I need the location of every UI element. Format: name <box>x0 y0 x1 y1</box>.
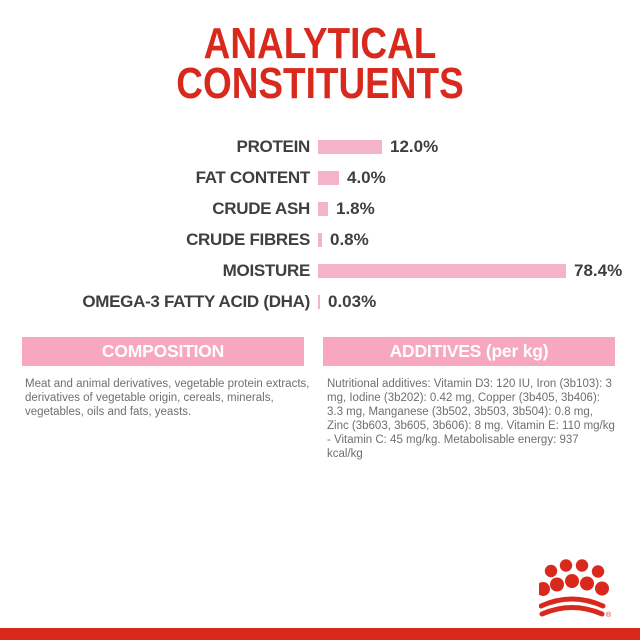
chart-value-label: 78.4% <box>574 260 623 280</box>
registered-mark: ® <box>606 611 612 619</box>
royal-canin-crown-icon: ® <box>539 559 612 619</box>
chart-bar <box>318 294 320 309</box>
chart-row-label: FAT CONTENT <box>195 167 311 187</box>
composition-body: Meat and animal derivatives, vegetable p… <box>25 378 310 418</box>
chart-value-label: 1.8% <box>336 198 375 218</box>
chart-row-label: MOISTURE <box>222 260 311 280</box>
page-title-line1: ANALYTICAL <box>203 19 437 68</box>
page-title: ANALYTICAL CONSTITUENTS <box>0 19 640 108</box>
bottom-red-bar <box>0 628 640 640</box>
chart-row: PROTEIN 12.0% <box>0 131 640 162</box>
chart-row: MOISTURE 78.4% <box>0 255 640 286</box>
chart-row-label: CRUDE ASH <box>212 198 310 218</box>
chart-row: CRUDE ASH 1.8% <box>0 193 640 224</box>
chart-bar <box>318 139 382 154</box>
chart-row: OMEGA-3 FATTY ACID (DHA) 0.03% <box>0 286 640 317</box>
chart-bar <box>318 170 339 185</box>
chart-row-label: OMEGA-3 FATTY ACID (DHA) <box>82 291 310 311</box>
additives-header: ADDITIVES (per kg) <box>323 337 615 366</box>
chart-bar <box>318 201 328 216</box>
chart-bar <box>318 232 322 247</box>
chart-row-label: PROTEIN <box>236 136 311 156</box>
additives-body: Nutritional additives: Vitamin D3: 120 I… <box>327 378 615 460</box>
chart-bar <box>318 263 566 278</box>
chart-row: FAT CONTENT 4.0% <box>0 162 640 193</box>
composition-header: COMPOSITION <box>22 337 304 366</box>
chart-value-label: 12.0% <box>390 136 439 156</box>
analytical-constituents-chart: PROTEIN 12.0% FAT CONTENT 4.0% CRUDE ASH 1.8%… <box>0 131 640 317</box>
page-title-line2: CONSTITUENTS <box>176 59 464 108</box>
chart-value-label: 0.03% <box>328 291 377 311</box>
chart-row-label: CRUDE FIBRES <box>186 229 310 249</box>
chart-row: CRUDE FIBRES 0.8% <box>0 224 640 255</box>
chart-value-label: 4.0% <box>347 167 386 187</box>
chart-value-label: 0.8% <box>330 229 369 249</box>
